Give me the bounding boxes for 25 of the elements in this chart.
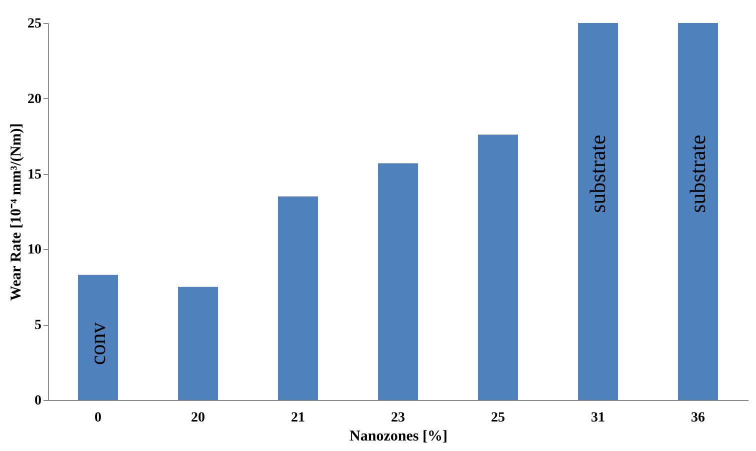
y-tick-label: 10 (28, 242, 42, 258)
x-tick-label: 20 (191, 410, 205, 426)
x-tick-label: 0 (94, 410, 102, 426)
x-tick-label: 21 (291, 410, 305, 426)
bar (578, 23, 618, 400)
y-tick-label: 0 (34, 394, 42, 408)
y-tick-label: 15 (28, 167, 42, 182)
bar (378, 163, 418, 400)
bar (178, 286, 218, 400)
x-tick-label: 23 (391, 410, 405, 426)
y-tick-label: 20 (28, 92, 42, 107)
annotation: substrate (585, 134, 610, 213)
bar (78, 274, 118, 400)
y-axis-title: Wear Rate [10⁻⁴ mm³/(Nm)] (8, 123, 24, 301)
bar (478, 134, 518, 400)
x-axis-title: Nanozones [%] (350, 428, 448, 444)
y-tick-label: 5 (34, 318, 42, 334)
bar (278, 196, 318, 400)
y-tick-label: 25 (28, 16, 42, 32)
x-tick-label: 36 (691, 410, 705, 426)
x-tick-label: 25 (491, 410, 505, 426)
x-tick-label: 31 (591, 410, 605, 426)
annotation: conv (85, 322, 110, 366)
annotation: substrate (685, 134, 710, 213)
bar (678, 23, 718, 400)
